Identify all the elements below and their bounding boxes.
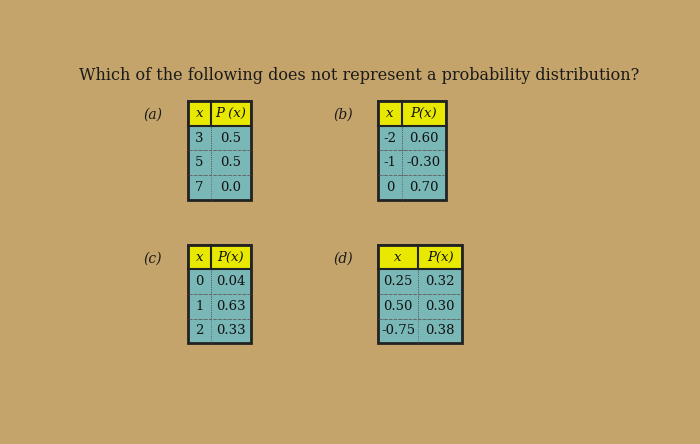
Text: (a): (a) xyxy=(143,108,162,122)
Text: 0.33: 0.33 xyxy=(216,325,246,337)
Text: x: x xyxy=(195,107,203,120)
Text: 0.0: 0.0 xyxy=(220,181,241,194)
Text: Which of the following does not represent a probability distribution?: Which of the following does not represen… xyxy=(78,67,639,84)
Bar xyxy=(188,270,211,294)
Bar xyxy=(419,270,462,294)
Text: (c): (c) xyxy=(144,251,162,265)
Bar xyxy=(378,245,419,270)
Text: 0.04: 0.04 xyxy=(216,275,246,288)
Bar xyxy=(211,245,251,270)
Text: x: x xyxy=(386,107,393,120)
Bar xyxy=(211,175,251,200)
Text: 0.70: 0.70 xyxy=(409,181,439,194)
Text: 0.5: 0.5 xyxy=(220,156,241,169)
Bar xyxy=(419,319,462,343)
Bar xyxy=(188,175,211,200)
Text: -1: -1 xyxy=(384,156,396,169)
Text: 0.63: 0.63 xyxy=(216,300,246,313)
Bar xyxy=(378,175,402,200)
Text: 0.60: 0.60 xyxy=(409,131,439,145)
Text: 2: 2 xyxy=(195,325,204,337)
Text: 0.30: 0.30 xyxy=(426,300,455,313)
Text: -0.75: -0.75 xyxy=(381,325,415,337)
Text: 0.32: 0.32 xyxy=(426,275,455,288)
Bar xyxy=(188,151,211,175)
Text: 0.5: 0.5 xyxy=(220,131,241,145)
Text: 0: 0 xyxy=(195,275,204,288)
Bar xyxy=(402,126,446,151)
Text: -2: -2 xyxy=(384,131,396,145)
Text: x: x xyxy=(195,250,203,264)
Bar xyxy=(402,175,446,200)
Bar xyxy=(211,151,251,175)
Text: P(x): P(x) xyxy=(427,250,454,264)
Bar xyxy=(419,294,462,319)
Bar xyxy=(419,245,462,270)
Bar xyxy=(378,270,419,294)
Text: (b): (b) xyxy=(334,108,354,122)
Text: 7: 7 xyxy=(195,181,204,194)
Text: P (x): P (x) xyxy=(216,107,246,120)
Bar xyxy=(211,294,251,319)
Bar xyxy=(378,294,419,319)
Text: x: x xyxy=(394,250,402,264)
Text: P(x): P(x) xyxy=(218,250,244,264)
Bar xyxy=(211,126,251,151)
Text: 3: 3 xyxy=(195,131,204,145)
Text: 0.25: 0.25 xyxy=(384,275,413,288)
Text: 0.38: 0.38 xyxy=(426,325,455,337)
Text: 5: 5 xyxy=(195,156,204,169)
Text: 0.50: 0.50 xyxy=(384,300,413,313)
Bar xyxy=(188,126,211,151)
Bar xyxy=(378,126,402,151)
Bar xyxy=(188,101,211,126)
Text: -0.30: -0.30 xyxy=(407,156,441,169)
Bar xyxy=(188,319,211,343)
Text: P(x): P(x) xyxy=(410,107,438,120)
Text: 1: 1 xyxy=(195,300,204,313)
Bar xyxy=(402,101,446,126)
Bar xyxy=(211,101,251,126)
Bar xyxy=(378,319,419,343)
Bar xyxy=(378,101,402,126)
Bar xyxy=(188,245,211,270)
Bar xyxy=(211,319,251,343)
Bar xyxy=(402,151,446,175)
Text: 0: 0 xyxy=(386,181,394,194)
Text: (d): (d) xyxy=(334,251,354,265)
Bar xyxy=(378,151,402,175)
Bar xyxy=(188,294,211,319)
Bar xyxy=(211,270,251,294)
